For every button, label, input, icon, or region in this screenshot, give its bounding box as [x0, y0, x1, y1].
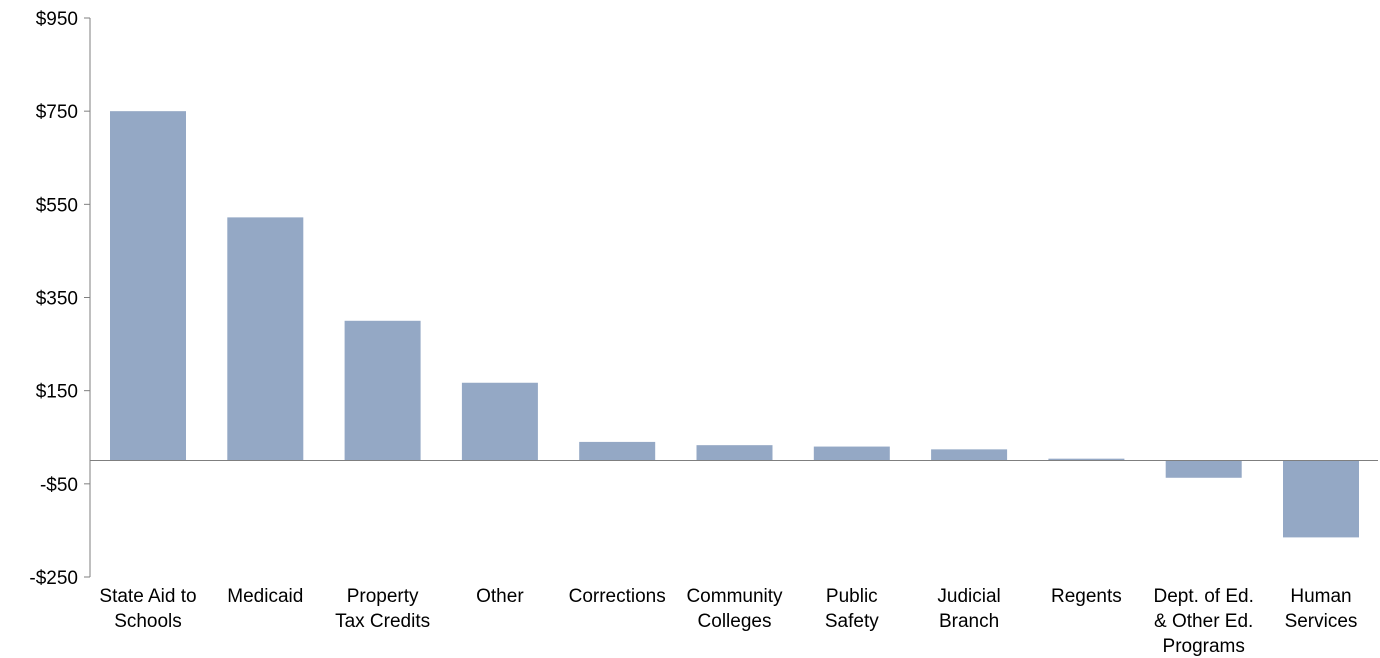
x-category-label-line: Corrections	[569, 586, 666, 607]
x-category-label: Public Safety	[825, 586, 879, 632]
x-category-label-line: Judicial	[937, 586, 1000, 607]
bar	[227, 217, 304, 461]
bar	[461, 382, 538, 461]
x-category-label-line: Colleges	[698, 611, 772, 632]
x-category-label-line: Regents	[1051, 586, 1122, 607]
y-tick-label: $950	[36, 9, 78, 30]
x-category-label-line: Human	[1290, 586, 1351, 607]
y-tick-label: $550	[36, 195, 78, 216]
x-category-label-line: Tax Credits	[335, 611, 430, 632]
bars	[90, 111, 1378, 538]
x-category-label-line: Safety	[825, 611, 879, 632]
x-category-label-line: Services	[1285, 611, 1358, 632]
bar	[696, 445, 773, 461]
x-category-label: Dept. of Ed. & Other Ed. Programs	[1154, 586, 1254, 657]
x-category-label-line: Medicaid	[227, 586, 303, 607]
x-category-label-line: Other	[476, 586, 524, 607]
x-category-label: Regents	[1051, 586, 1122, 607]
x-category-label-line: State Aid to	[99, 586, 196, 607]
bar	[579, 441, 656, 461]
x-category-label: Community Colleges	[686, 586, 783, 632]
y-tick-label: $350	[36, 289, 78, 310]
x-category-label: Medicaid	[227, 586, 303, 607]
x-category-label-line: & Other Ed.	[1154, 611, 1253, 632]
x-category-label-line: Programs	[1163, 636, 1245, 657]
x-category-label-line: Community	[686, 586, 783, 607]
bar	[931, 449, 1008, 461]
bar	[813, 446, 890, 461]
bar	[1048, 458, 1125, 461]
bar	[1283, 460, 1359, 538]
x-category-label: Human Services	[1285, 586, 1358, 632]
x-category-label-line: Branch	[939, 611, 999, 632]
x-category-label: Other	[476, 586, 524, 607]
x-axis-labels: State Aid to Schools Medicaid Property Tax C…	[99, 586, 1357, 657]
bar	[1165, 460, 1242, 478]
x-category-label-line: Property	[347, 586, 419, 607]
y-tick-label: -$50	[40, 475, 78, 496]
x-category-label-line: Schools	[114, 611, 182, 632]
x-category-label: State Aid to Schools	[99, 586, 196, 632]
bar	[110, 111, 186, 461]
x-category-label: Judicial Branch	[937, 586, 1000, 632]
x-category-label-line: Dept. of Ed.	[1154, 586, 1254, 607]
x-category-label-line: Public	[826, 586, 878, 607]
y-tick-label: -$250	[29, 568, 78, 589]
y-axis: $950 $750 $550 $350 $150 -$50 -$250	[29, 9, 91, 589]
y-tick-label: $750	[36, 102, 78, 123]
bar	[344, 320, 421, 461]
y-tick-label: $150	[36, 382, 78, 403]
x-category-label: Property Tax Credits	[335, 586, 430, 632]
x-category-label: Corrections	[569, 586, 666, 607]
